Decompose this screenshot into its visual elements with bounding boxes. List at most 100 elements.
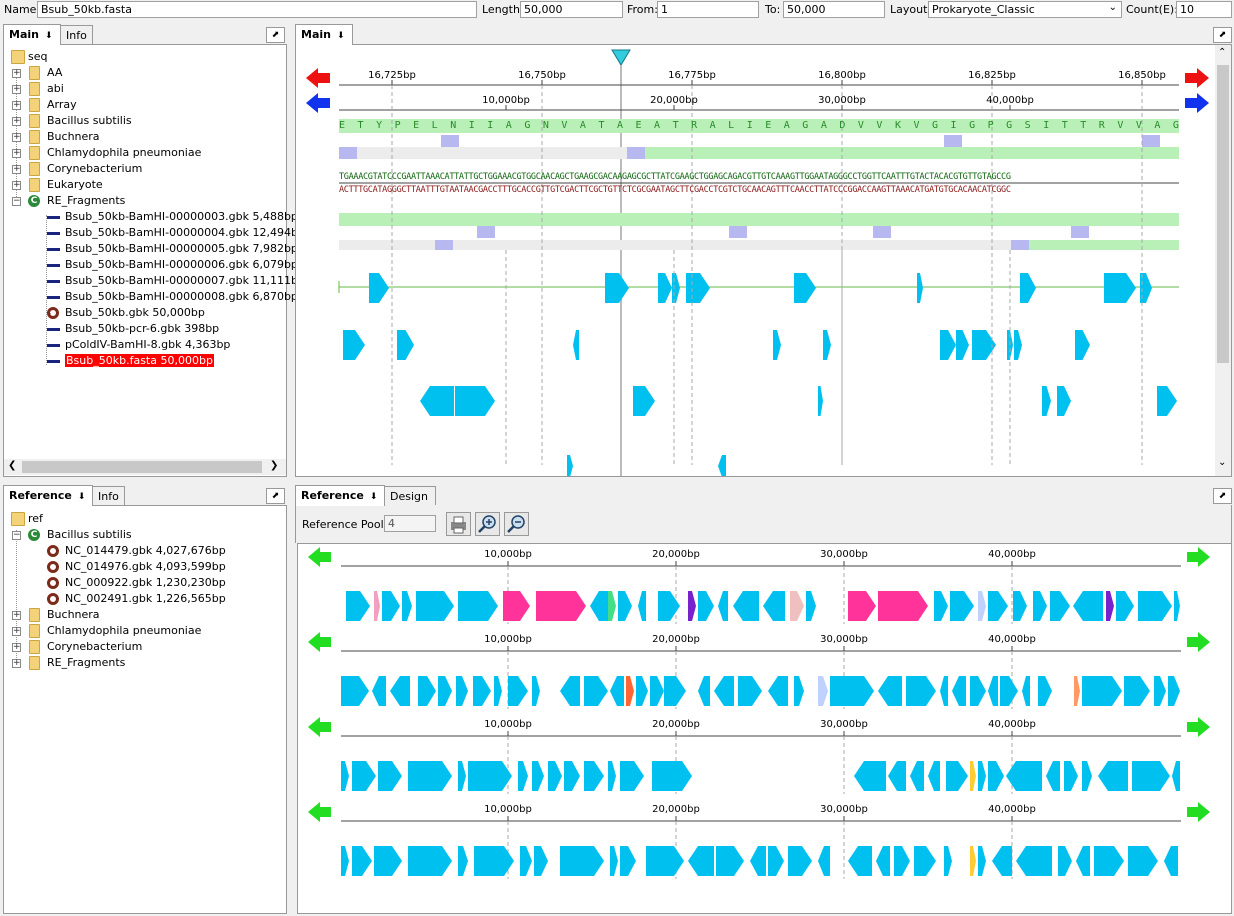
gene-arrow[interactable] [738,676,762,706]
tree-folder[interactable]: Buchnera [47,130,100,143]
gene-arrow[interactable] [548,761,562,791]
gene-arrow[interactable] [910,761,924,791]
tree-root-ref[interactable]: ref [28,512,43,525]
nav-right-green-arrow[interactable] [1187,717,1210,737]
gene-arrow[interactable] [773,330,781,360]
reference-genome-tracks[interactable] [298,544,1232,914]
nav-right-green-arrow[interactable] [1187,802,1210,822]
gene-arrow[interactable] [369,273,389,303]
gene-arrow[interactable] [382,591,400,621]
gene-arrow[interactable] [494,676,502,706]
gene-arrow[interactable] [928,761,940,791]
gene-arrow[interactable] [1057,386,1071,416]
tree-folder[interactable]: Eukaryote [47,178,103,191]
scroll-up-icon[interactable]: ⌃ [1218,47,1227,58]
tree-item[interactable]: Bsub_50kb-pcr-6.gbk 398bp [65,321,219,337]
nav-right-blue-arrow[interactable] [1185,93,1209,113]
scrollbar-thumb[interactable] [1217,65,1229,363]
gene-arrow[interactable] [626,676,634,706]
gene-arrow[interactable] [1116,591,1134,621]
reference-track-4[interactable] [308,802,1210,879]
gene-arrow[interactable] [1124,676,1150,706]
layout-select[interactable]: Prokaryote_Classic ⌄ [928,1,1122,18]
gene-arrow[interactable] [823,330,831,360]
gene-arrow[interactable] [1132,761,1170,791]
expand-icon[interactable]: + [12,626,21,636]
gene-arrow[interactable] [1106,591,1114,621]
reference-item[interactable]: NC_014976.gbk 4,093,599bp [65,560,226,573]
gene-arrow[interactable] [610,676,624,706]
zoom-out-button[interactable] [504,512,529,536]
gene-arrow[interactable] [1038,676,1052,706]
gene-arrow[interactable] [806,591,816,621]
gene-arrow[interactable] [646,846,684,876]
gene-arrow[interactable] [952,676,966,706]
gene-arrow[interactable] [458,591,498,621]
gene-arrow[interactable] [584,761,604,791]
gene-arrow[interactable] [1058,846,1072,876]
gene-arrow[interactable] [352,761,376,791]
tree-folder[interactable]: Buchnera [47,608,100,621]
gene-arrow[interactable] [1094,846,1124,876]
tree-group-re-fragments[interactable]: RE_Fragments [47,194,126,207]
tree-item[interactable]: Bsub_50kb.fasta 50,000bp [65,353,214,369]
reference-pool-field[interactable]: 4 [384,515,436,532]
gene-arrow[interactable] [438,676,452,706]
gene-arrow[interactable] [1140,273,1152,303]
gene-arrow[interactable] [934,591,948,621]
zoom-in-button[interactable] [475,512,500,536]
gene-arrow[interactable] [1172,761,1180,791]
expand-icon[interactable]: + [12,84,21,94]
tree-item[interactable]: Bsub_50kb-BamHI-00000005.gbk 7,982bp [65,241,298,257]
tree-folder[interactable]: Bacillus subtilis [47,114,132,127]
gene-arrow[interactable] [1082,676,1122,706]
tree-folder[interactable]: AA [47,66,63,79]
gene-arrow[interactable] [818,386,823,416]
gene-arrow[interactable] [534,846,548,876]
tree-root-seq[interactable]: seq [28,50,48,63]
gene-arrow[interactable] [1154,676,1166,706]
gene-arrow[interactable] [473,676,491,706]
gene-arrow[interactable] [456,676,468,706]
gene-arrow[interactable] [341,676,369,706]
gene-arrow[interactable] [716,846,744,876]
reference-item[interactable]: NC_000922.gbk 1,230,230bp [65,576,226,589]
gene-arrow[interactable] [698,591,714,621]
gene-arrow[interactable] [1157,386,1177,416]
gene-arrow[interactable] [620,846,636,876]
gene-arrow[interactable] [346,591,370,621]
tree-group-bacillus[interactable]: Bacillus subtilis [47,528,132,541]
tree-folder[interactable]: RE_Fragments [47,656,126,669]
expand-icon[interactable]: + [12,148,21,158]
tree-item[interactable]: Bsub_50kb-BamHI-00000006.gbk 6,079bp [65,257,298,273]
gene-arrow[interactable] [1164,846,1178,876]
gene-arrow[interactable] [1138,591,1172,621]
expand-icon[interactable]: + [12,68,21,78]
gene-arrow[interactable] [1016,846,1052,876]
gene-arrow[interactable] [1128,846,1158,876]
tree-folder[interactable]: Corynebacterium [47,162,143,175]
nav-left-red-arrow[interactable] [306,68,330,88]
gene-arrow[interactable] [590,591,608,621]
gene-arrow[interactable] [794,676,804,706]
gene-arrow[interactable] [633,386,655,416]
gene-arrow[interactable] [378,761,402,791]
length-field[interactable]: 50,000 [520,1,623,18]
gene-arrow[interactable] [818,676,828,706]
gene-arrow[interactable] [848,846,872,876]
gene-arrow[interactable] [894,846,910,876]
tree-folder[interactable]: Chlamydophila pneumoniae [47,146,202,159]
gene-arrow[interactable] [940,676,948,706]
gene-arrow[interactable] [790,591,804,621]
gene-arrow[interactable] [970,676,986,706]
gene-arrow[interactable] [474,846,514,876]
gene-arrow[interactable] [788,846,812,876]
gene-arrow[interactable] [532,761,544,791]
gene-arrow[interactable] [988,591,1008,621]
gene-arrow[interactable] [564,761,580,791]
tab-main-left[interactable]: Main ⬇ [3,24,61,45]
gene-arrow[interactable] [618,591,632,621]
gene-arrow[interactable] [658,591,680,621]
gene-arrow[interactable] [408,846,452,876]
gene-arrow[interactable] [992,846,1012,876]
